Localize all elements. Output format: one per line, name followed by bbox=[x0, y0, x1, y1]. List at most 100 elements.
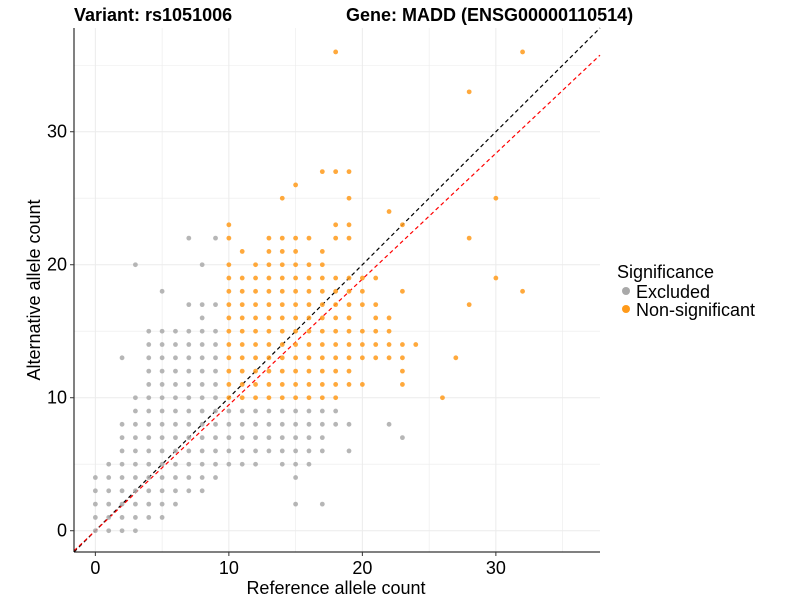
data-point-excluded bbox=[173, 368, 178, 374]
data-point-non-significant bbox=[333, 302, 339, 308]
legend-label-non-significant: Non-significant bbox=[636, 300, 755, 320]
data-point-non-significant bbox=[306, 355, 312, 361]
data-point-excluded bbox=[226, 435, 232, 441]
data-point-excluded bbox=[133, 501, 138, 507]
data-point-non-significant bbox=[226, 368, 232, 374]
data-point-non-significant bbox=[266, 275, 272, 281]
data-point-excluded bbox=[213, 448, 218, 454]
data-point-excluded bbox=[133, 461, 138, 467]
data-point-non-significant bbox=[333, 328, 339, 334]
data-point-excluded bbox=[159, 421, 165, 427]
data-point-non-significant bbox=[279, 382, 285, 387]
data-point-excluded bbox=[186, 342, 192, 347]
data-point-excluded bbox=[146, 382, 152, 387]
data-point-excluded bbox=[199, 382, 205, 387]
data-point-non-significant bbox=[319, 382, 325, 387]
data-point-non-significant bbox=[279, 288, 285, 294]
data-point-excluded bbox=[159, 515, 165, 520]
data-point-excluded bbox=[226, 408, 232, 414]
data-point-excluded bbox=[159, 501, 165, 507]
data-point-excluded bbox=[199, 302, 205, 308]
data-point-excluded bbox=[213, 355, 218, 361]
data-point-excluded bbox=[106, 475, 112, 480]
data-point-excluded bbox=[306, 435, 312, 441]
data-point-non-significant bbox=[253, 262, 258, 268]
data-point-non-significant bbox=[400, 288, 405, 294]
data-point-non-significant bbox=[306, 328, 312, 334]
axes bbox=[73, 28, 600, 553]
data-point-non-significant bbox=[279, 368, 285, 374]
data-point-excluded bbox=[266, 448, 272, 454]
data-point-excluded bbox=[159, 475, 165, 480]
data-point-excluded bbox=[119, 501, 125, 507]
data-point-non-significant bbox=[253, 328, 258, 334]
data-point-excluded bbox=[159, 395, 165, 401]
data-point-excluded bbox=[119, 475, 125, 480]
data-point-excluded bbox=[186, 448, 192, 454]
data-point-excluded bbox=[279, 408, 285, 414]
data-point-non-significant bbox=[346, 382, 352, 387]
data-point-non-significant bbox=[226, 288, 232, 294]
data-point-excluded bbox=[199, 328, 205, 334]
x-tick-label: 10 bbox=[219, 558, 239, 578]
data-point-excluded bbox=[173, 421, 178, 427]
data-point-excluded bbox=[173, 408, 178, 414]
data-point-excluded bbox=[146, 355, 152, 361]
y-tick-label: 0 bbox=[57, 521, 67, 541]
data-point-non-significant bbox=[293, 249, 299, 254]
data-point-excluded bbox=[213, 368, 218, 374]
data-point-non-significant bbox=[319, 275, 325, 281]
data-point-non-significant bbox=[306, 288, 312, 294]
data-point-non-significant bbox=[466, 89, 472, 95]
data-point-excluded bbox=[293, 435, 299, 441]
data-point-non-significant bbox=[319, 342, 325, 347]
data-point-non-significant bbox=[400, 382, 405, 387]
data-point-excluded bbox=[92, 528, 98, 534]
data-point-non-significant bbox=[226, 395, 232, 401]
data-point-non-significant bbox=[226, 235, 232, 241]
data-point-excluded bbox=[306, 408, 312, 414]
data-point-non-significant bbox=[306, 342, 312, 347]
y-tick-label: 20 bbox=[47, 255, 67, 275]
data-point-non-significant bbox=[239, 342, 245, 347]
data-point-non-significant bbox=[266, 382, 272, 387]
data-point-non-significant bbox=[346, 222, 352, 228]
data-point-excluded bbox=[319, 435, 325, 441]
data-point-non-significant bbox=[386, 209, 392, 214]
data-point-non-significant bbox=[253, 302, 258, 308]
data-point-non-significant bbox=[293, 235, 299, 241]
data-point-excluded bbox=[293, 501, 299, 507]
data-point-excluded bbox=[133, 262, 138, 268]
data-point-excluded bbox=[239, 435, 245, 441]
data-point-excluded bbox=[186, 368, 192, 374]
data-point-excluded bbox=[119, 435, 125, 441]
data-point-excluded bbox=[293, 475, 299, 480]
data-point-excluded bbox=[186, 302, 192, 308]
data-point-non-significant bbox=[333, 288, 339, 294]
data-point-non-significant bbox=[306, 262, 312, 268]
data-point-excluded bbox=[199, 342, 205, 347]
data-point-non-significant bbox=[293, 182, 299, 188]
data-point-excluded bbox=[199, 475, 205, 480]
data-point-excluded bbox=[293, 448, 299, 454]
data-point-excluded bbox=[239, 448, 245, 454]
data-point-excluded bbox=[226, 461, 232, 467]
data-point-non-significant bbox=[346, 342, 352, 347]
reference-line-fit bbox=[73, 54, 601, 552]
data-point-excluded bbox=[119, 528, 125, 534]
data-point-excluded bbox=[159, 368, 165, 374]
data-point-excluded bbox=[213, 421, 218, 427]
data-point-non-significant bbox=[293, 288, 299, 294]
x-tick-label: 30 bbox=[486, 558, 506, 578]
data-point-non-significant bbox=[266, 249, 272, 254]
data-point-non-significant bbox=[319, 249, 325, 254]
data-point-excluded bbox=[279, 435, 285, 441]
data-point-excluded bbox=[319, 408, 325, 414]
data-point-excluded bbox=[213, 461, 218, 467]
data-point-non-significant bbox=[253, 275, 258, 281]
data-point-non-significant bbox=[279, 315, 285, 321]
data-point-excluded bbox=[146, 475, 152, 480]
data-point-non-significant bbox=[333, 355, 339, 361]
data-point-non-significant bbox=[346, 328, 352, 334]
data-point-non-significant bbox=[333, 368, 339, 374]
